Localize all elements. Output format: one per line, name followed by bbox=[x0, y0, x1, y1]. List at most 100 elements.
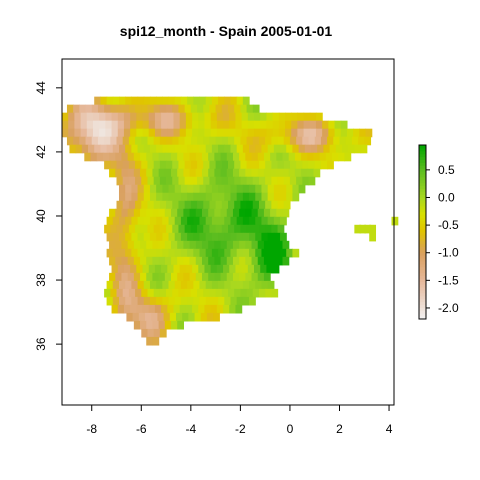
raster-cell bbox=[193, 280, 201, 290]
raster-cell bbox=[126, 312, 134, 322]
raster-cell bbox=[193, 192, 201, 202]
legend-color-step bbox=[419, 266, 426, 271]
raster-cell bbox=[143, 296, 151, 306]
raster-cell bbox=[97, 136, 105, 146]
raster-cell bbox=[218, 232, 225, 242]
raster-cell bbox=[68, 128, 75, 138]
raster-cell bbox=[276, 168, 284, 178]
raster-cell bbox=[140, 168, 147, 178]
raster-cell bbox=[221, 160, 229, 170]
raster-cell bbox=[195, 256, 203, 266]
raster-cell bbox=[164, 272, 172, 282]
raster-cell bbox=[211, 248, 219, 258]
raster-cell bbox=[96, 152, 104, 162]
raster-cell bbox=[111, 264, 119, 274]
raster-cell bbox=[183, 208, 191, 218]
raster-cell bbox=[267, 216, 275, 226]
raster-cell bbox=[320, 136, 328, 146]
raster-cell bbox=[127, 240, 135, 250]
raster-cell bbox=[141, 328, 149, 338]
legend-color-step bbox=[419, 263, 426, 268]
raster-cell bbox=[315, 120, 323, 130]
raster-cell bbox=[154, 264, 162, 274]
raster-cell bbox=[149, 248, 157, 258]
raster-cell bbox=[261, 184, 269, 194]
raster-cell bbox=[162, 144, 170, 154]
raster-cell bbox=[208, 152, 215, 162]
raster-cell bbox=[182, 312, 189, 322]
raster-cell bbox=[230, 248, 238, 258]
legend-color-step bbox=[419, 162, 426, 166]
raster-cell bbox=[159, 160, 167, 170]
raster-cell bbox=[273, 192, 281, 202]
raster-cell bbox=[265, 224, 272, 234]
raster-cell bbox=[329, 144, 337, 154]
raster-cell bbox=[147, 328, 155, 338]
raster-cell bbox=[158, 240, 166, 250]
raster-cell bbox=[122, 224, 130, 234]
raster-cell bbox=[271, 160, 279, 170]
raster-cell bbox=[216, 264, 224, 274]
raster-cell bbox=[232, 256, 240, 266]
raster-cell bbox=[303, 128, 311, 138]
raster-cell bbox=[249, 296, 256, 306]
raster-cell bbox=[102, 152, 110, 162]
raster-cell bbox=[172, 136, 180, 146]
raster-cell bbox=[198, 304, 206, 314]
raster-cell bbox=[221, 288, 229, 298]
raster-cell bbox=[221, 200, 229, 210]
raster-cell bbox=[199, 96, 207, 106]
raster-cell bbox=[265, 160, 272, 170]
raster-cell bbox=[199, 280, 207, 290]
raster-cell bbox=[344, 152, 352, 162]
raster-cell bbox=[136, 112, 144, 122]
raster-cell bbox=[221, 224, 229, 234]
raster-cell bbox=[286, 192, 294, 202]
y-tick-label: 38 bbox=[34, 273, 48, 287]
raster-cell bbox=[190, 176, 198, 186]
raster-cell bbox=[265, 288, 272, 298]
raster-cell bbox=[156, 296, 163, 306]
raster-cell bbox=[224, 184, 232, 194]
raster-cell bbox=[121, 240, 129, 250]
raster-cell bbox=[149, 232, 157, 242]
raster-cell bbox=[79, 136, 87, 146]
raster-cell bbox=[125, 96, 132, 106]
raster-cell bbox=[122, 104, 130, 114]
raster-cell bbox=[228, 104, 235, 114]
raster-cell bbox=[282, 152, 290, 162]
raster-cell bbox=[151, 312, 158, 322]
raster-cell bbox=[184, 136, 192, 146]
raster-cell bbox=[147, 224, 155, 234]
legend-color-step bbox=[419, 310, 426, 314]
legend-color-step bbox=[419, 145, 426, 149]
raster-cell bbox=[184, 176, 192, 186]
raster-cell bbox=[278, 112, 286, 122]
raster-cell bbox=[153, 200, 161, 210]
raster-cell bbox=[146, 336, 154, 346]
raster-cell bbox=[180, 248, 188, 258]
raster-cell bbox=[236, 280, 244, 290]
raster-cell bbox=[136, 264, 144, 274]
raster-cell bbox=[86, 120, 94, 130]
x-tick-label: 4 bbox=[386, 422, 393, 436]
raster-cell bbox=[203, 104, 211, 114]
raster-cell bbox=[234, 288, 241, 298]
raster-cell bbox=[156, 248, 163, 258]
raster-cell bbox=[359, 224, 367, 234]
raster-cell bbox=[156, 192, 163, 202]
chart-title: spi12_month - Spain 2005-01-01 bbox=[120, 23, 333, 39]
legend-color-step bbox=[419, 220, 426, 224]
raster-cell bbox=[215, 224, 223, 234]
raster-cell bbox=[247, 264, 255, 274]
legend-color-step bbox=[419, 243, 426, 247]
raster-cell bbox=[210, 304, 218, 314]
raster-cell bbox=[271, 288, 279, 298]
y-tick-label: 36 bbox=[34, 337, 48, 351]
raster-cell bbox=[232, 272, 240, 282]
raster-cell bbox=[223, 120, 230, 130]
raster-cell bbox=[161, 304, 168, 314]
raster-cell bbox=[307, 168, 315, 178]
legend-color-step bbox=[419, 295, 426, 300]
raster-cell bbox=[277, 224, 285, 234]
